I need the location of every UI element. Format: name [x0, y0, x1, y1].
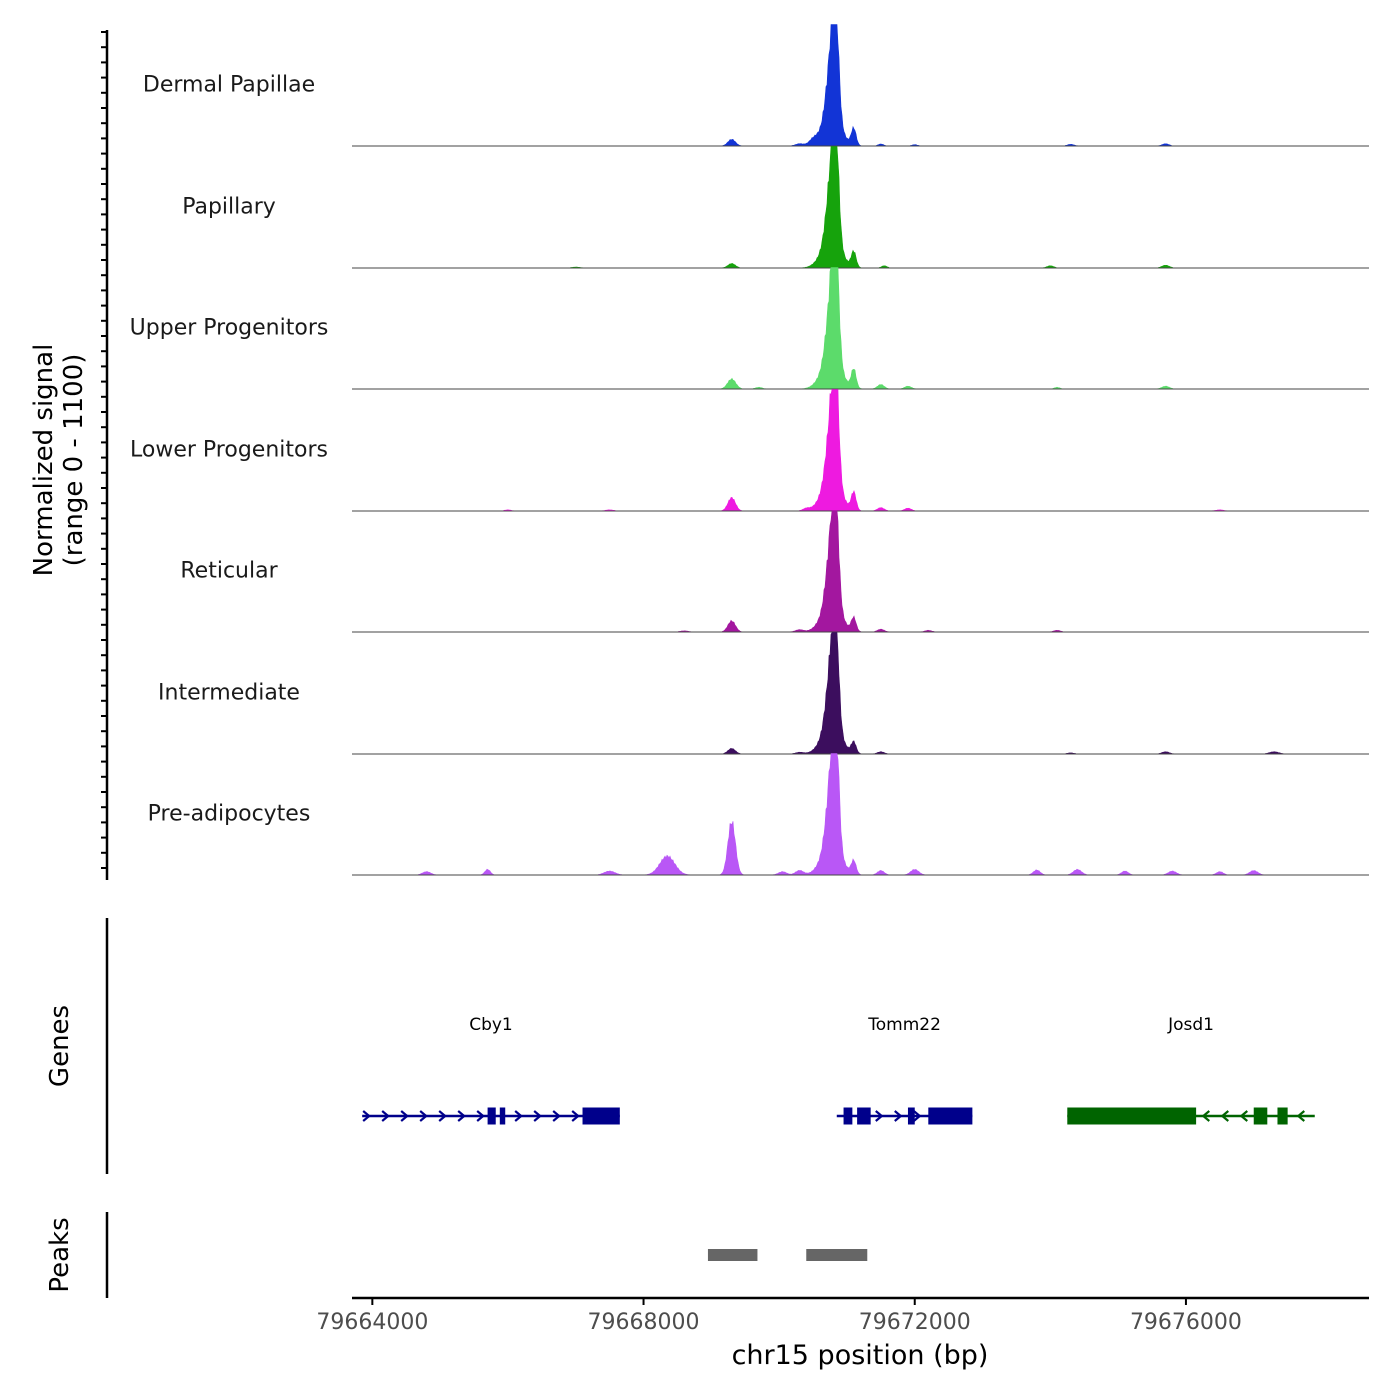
strand-arrow [438, 1110, 447, 1122]
x-tick-label: 79672000 [859, 1310, 971, 1335]
strand-arrow [457, 1110, 466, 1122]
strand-arrow [362, 1110, 371, 1122]
x-axis-title: chr15 position (bp) [732, 1340, 989, 1371]
gene-exon [907, 1107, 915, 1125]
strand-arrow [1296, 1110, 1305, 1122]
strand-arrow [381, 1110, 390, 1122]
gene-exon [1067, 1107, 1197, 1125]
track-label: Pre-adipocytes [148, 801, 311, 826]
strand-arrow [400, 1110, 409, 1122]
gene-label: Tomm22 [867, 1015, 941, 1035]
strand-arrow [1220, 1110, 1229, 1122]
strand-arrow [476, 1110, 485, 1122]
strand-arrow [533, 1110, 542, 1122]
peak-region [707, 1249, 758, 1261]
strand-arrow [514, 1110, 523, 1122]
strand-arrow [1201, 1110, 1210, 1122]
track-label: Lower Progenitors [130, 437, 328, 462]
gene-exon [499, 1107, 506, 1125]
gene-exon [1277, 1107, 1288, 1125]
strand-arrow [419, 1110, 428, 1122]
track-label: Reticular [180, 558, 278, 583]
peaks-axis-title: Peaks [45, 1217, 75, 1292]
gene-exon [1253, 1107, 1268, 1125]
genes-panel: Genes Cby1 Tomm22 Josd1 [45, 918, 1315, 1174]
peaks-panel: Peaks [45, 1212, 868, 1298]
gene-exon [857, 1107, 871, 1125]
strand-arrow [571, 1110, 580, 1122]
gene-exon [928, 1107, 973, 1125]
gene-label: Josd1 [1167, 1015, 1214, 1035]
strand-arrow [913, 1110, 922, 1122]
coverage-panel: Dermal Papillae Papillary Upper Progenitor… [101, 24, 1369, 880]
strand-arrow [552, 1110, 561, 1122]
gene-exon [487, 1107, 496, 1125]
track-label: Dermal Papillae [143, 72, 315, 97]
x-tick-label: 79668000 [588, 1310, 700, 1335]
genes-axis-title: Genes [45, 1005, 75, 1087]
strand-arrow [875, 1110, 884, 1122]
x-axis: chr15 position (bp) 79664000 79668000 7967… [316, 1296, 1369, 1371]
y-axis-title-line2: (range 0 - 1100) [59, 354, 89, 567]
track-label: Intermediate [158, 680, 300, 705]
peak-region [806, 1249, 868, 1261]
track-label: Papillary [182, 194, 276, 219]
gene-exon [582, 1107, 620, 1125]
track-label: Upper Progenitors [130, 315, 329, 340]
y-axis-title-line1: Normalized signal [29, 344, 59, 577]
x-tick-label: 79664000 [316, 1310, 428, 1335]
gene-label: Cby1 [469, 1015, 513, 1035]
x-tick-label: 79676000 [1130, 1310, 1242, 1335]
strand-arrow [1239, 1110, 1248, 1122]
gene-exon [843, 1107, 853, 1125]
strand-arrow [894, 1110, 903, 1122]
